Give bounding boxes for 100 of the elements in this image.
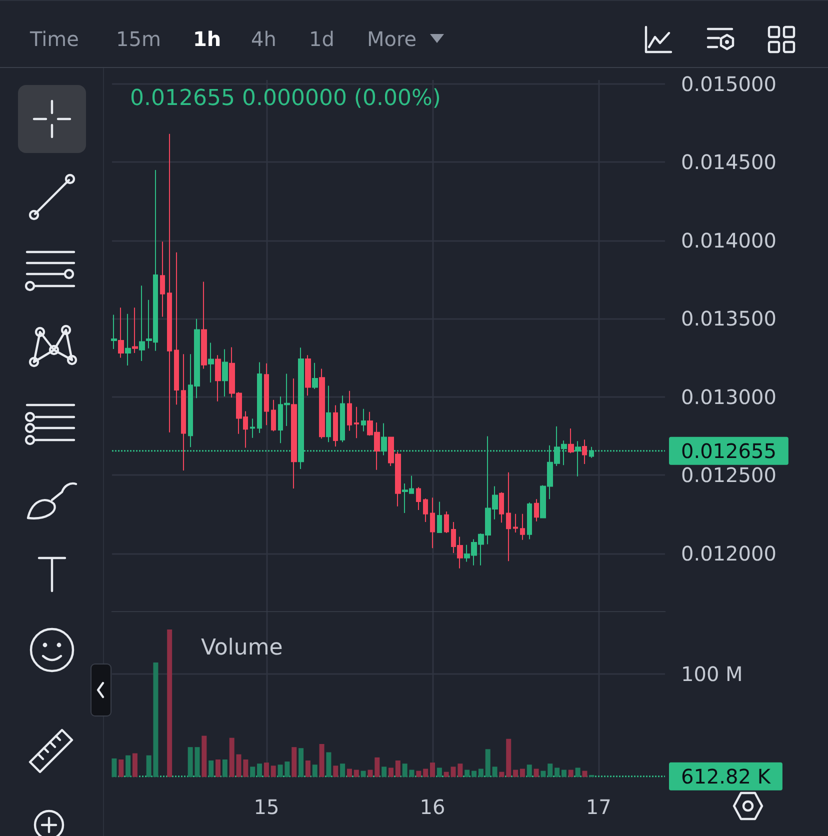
candlestick bbox=[506, 472, 511, 562]
y-tick-label: 0.015000 bbox=[681, 72, 776, 96]
candlestick bbox=[347, 390, 352, 432]
x-tick-label: 16 bbox=[420, 795, 446, 819]
candlestick bbox=[181, 354, 186, 472]
candlestick bbox=[222, 348, 228, 398]
y-tick-label: 0.013000 bbox=[681, 384, 776, 409]
bar bbox=[229, 738, 234, 777]
bar bbox=[305, 760, 310, 777]
text: 1d bbox=[309, 27, 334, 51]
candlestick bbox=[215, 354, 221, 402]
candlestick bbox=[264, 362, 269, 426]
candlestick bbox=[118, 307, 124, 358]
candlestick bbox=[139, 285, 145, 362]
candlestick bbox=[132, 307, 138, 354]
y-tick-label: 0.013500 bbox=[681, 306, 776, 331]
candlestick bbox=[527, 502, 532, 540]
candlestick bbox=[250, 418, 255, 438]
candlestick bbox=[125, 313, 131, 366]
candlestick bbox=[291, 378, 297, 490]
bar bbox=[388, 768, 394, 777]
x-tick-label: 15 bbox=[254, 795, 280, 819]
candlestick bbox=[513, 513, 518, 534]
bar bbox=[395, 760, 400, 777]
bar bbox=[472, 770, 477, 777]
bar bbox=[126, 755, 131, 777]
candlestick bbox=[312, 362, 318, 390]
bar bbox=[222, 759, 228, 777]
bar bbox=[554, 768, 560, 777]
candlestick bbox=[326, 385, 331, 443]
text: More bbox=[367, 27, 417, 51]
candlestick bbox=[520, 513, 525, 540]
bar bbox=[499, 772, 504, 777]
candlestick bbox=[340, 395, 345, 443]
bar bbox=[270, 766, 276, 777]
bar bbox=[202, 736, 207, 777]
candlestick bbox=[208, 342, 214, 383]
candlestick bbox=[361, 408, 366, 432]
candlestick bbox=[201, 281, 207, 370]
bar bbox=[340, 764, 346, 777]
candlestick bbox=[437, 501, 442, 534]
bar bbox=[368, 770, 373, 777]
candlestick bbox=[416, 486, 421, 510]
ref-line-label: 612.82 K bbox=[681, 764, 772, 788]
candlestick bbox=[499, 492, 504, 524]
bar bbox=[444, 772, 449, 777]
candlestick bbox=[174, 252, 179, 406]
bar bbox=[534, 768, 539, 777]
bar bbox=[548, 764, 553, 777]
bar bbox=[118, 759, 124, 777]
candlestick bbox=[333, 404, 338, 447]
bar bbox=[582, 770, 588, 777]
bar bbox=[520, 768, 525, 777]
bar bbox=[292, 747, 297, 777]
candlestick bbox=[111, 314, 117, 350]
bar bbox=[540, 770, 546, 777]
bar bbox=[312, 764, 318, 777]
candlestick bbox=[534, 498, 539, 522]
bar bbox=[354, 770, 359, 777]
y-tick-label: 0.014000 bbox=[681, 228, 776, 252]
bar bbox=[568, 770, 574, 777]
bar bbox=[478, 768, 484, 777]
bar bbox=[416, 770, 422, 777]
candlestick bbox=[430, 497, 435, 549]
candlestick bbox=[354, 406, 359, 439]
bar bbox=[257, 764, 262, 777]
bar bbox=[485, 749, 490, 777]
bar bbox=[360, 770, 366, 777]
candlestick bbox=[319, 368, 325, 440]
candlestick bbox=[582, 439, 587, 464]
candlestick bbox=[444, 511, 449, 534]
annotation: 0.012655 0.000000 (0.00%) bbox=[130, 86, 441, 111]
y-tick-label: 100 M bbox=[681, 662, 743, 686]
bar bbox=[333, 766, 338, 777]
candlestick bbox=[257, 362, 262, 434]
text: 15m bbox=[116, 27, 161, 51]
candlestick bbox=[167, 133, 172, 433]
bar bbox=[208, 760, 214, 777]
bar bbox=[436, 768, 442, 777]
text: 1h bbox=[193, 27, 222, 51]
bar bbox=[167, 630, 172, 777]
bar bbox=[112, 758, 117, 777]
ref-line-label: 0.012655 bbox=[681, 438, 776, 463]
bar bbox=[506, 738, 512, 777]
candlestick bbox=[568, 428, 574, 454]
bar bbox=[382, 766, 387, 777]
bar bbox=[430, 762, 436, 777]
bar bbox=[374, 757, 380, 777]
bar bbox=[575, 768, 580, 777]
bar bbox=[298, 748, 304, 777]
text: Volume bbox=[201, 636, 283, 660]
candlestick bbox=[271, 399, 276, 432]
text: Time bbox=[30, 27, 79, 51]
bar bbox=[464, 770, 470, 777]
bar bbox=[423, 768, 428, 777]
candlestick bbox=[305, 354, 311, 396]
candlestick bbox=[160, 241, 165, 318]
bar bbox=[250, 766, 256, 777]
bar bbox=[216, 759, 220, 777]
bar bbox=[326, 752, 332, 777]
